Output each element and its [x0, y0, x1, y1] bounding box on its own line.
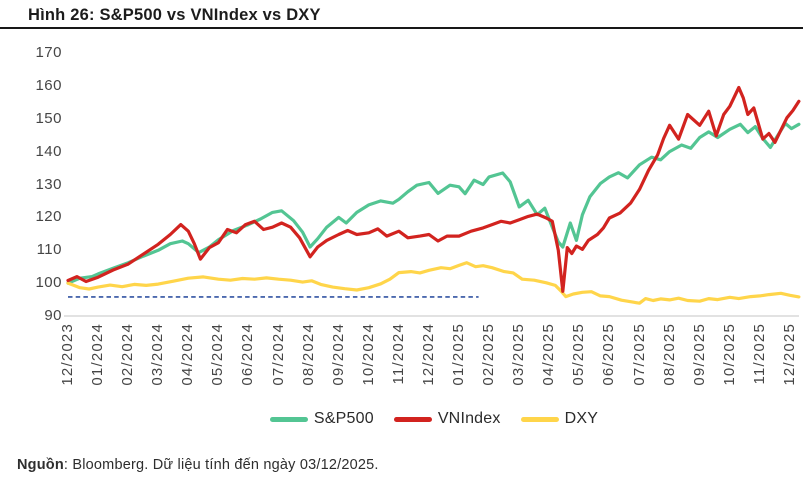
source-text: : Bloomberg. Dữ liệu tính đến ngày 03/12… — [63, 457, 379, 473]
x-axis-label: 08/2025 — [660, 323, 678, 386]
chart-title: Hình 26: S&P500 vs VNIndex vs DXY — [28, 6, 321, 24]
x-axis-label: 10/2025 — [720, 323, 738, 386]
x-axis-label: 02/2024 — [119, 323, 137, 386]
x-axis-label: 08/2024 — [299, 323, 317, 386]
sp500-line — [66, 121, 801, 285]
y-axis-label: 170 — [35, 44, 62, 61]
x-axis-label: 01/2025 — [450, 323, 468, 386]
x-axis-label: 03/2025 — [510, 323, 528, 386]
legend: S&P500 VNIndex DXY — [68, 410, 800, 428]
y-axis-label: 90 — [44, 307, 62, 324]
source-note: Nguồn: Bloomberg. Dữ liệu tính đến ngày … — [17, 457, 379, 473]
legend-label-sp500: S&P500 — [313, 410, 374, 427]
y-axis-label: 160 — [35, 76, 62, 94]
y-axis-label: 130 — [35, 175, 62, 193]
vnindex-line — [66, 85, 801, 293]
x-axis-label: 04/2024 — [179, 323, 197, 386]
y-axis-label: 140 — [35, 142, 62, 160]
x-axis-label: 05/2025 — [570, 323, 588, 386]
x-axis-label: 06/2025 — [600, 323, 618, 386]
x-axis-label: 11/2024 — [389, 323, 407, 385]
y-axis-label: 150 — [35, 109, 62, 127]
title-divider — [0, 27, 803, 29]
x-axis-label: 07/2025 — [630, 323, 648, 386]
x-axis-label: 10/2024 — [359, 323, 377, 386]
legend-item-sp500: S&P500 — [269, 410, 374, 428]
x-axis-label: 12/2025 — [780, 323, 798, 386]
legend-item-vnindex: VNIndex — [393, 410, 501, 428]
x-axis-label: 07/2024 — [269, 323, 287, 386]
sp500-swatch — [269, 416, 308, 422]
vnindex-swatch — [393, 416, 432, 422]
source-label: Nguồn — [17, 457, 64, 473]
x-axis-label: 03/2024 — [149, 323, 167, 386]
legend-label-dxy: DXY — [564, 410, 599, 427]
x-axis-label: 09/2024 — [329, 323, 347, 386]
y-axis-label: 100 — [35, 274, 62, 292]
x-axis-label: 11/2025 — [750, 323, 768, 385]
y-axis-label: 110 — [36, 241, 62, 259]
x-axis-label: 09/2025 — [690, 323, 708, 386]
x-axis-label: 01/2024 — [89, 323, 107, 386]
x-axis-label: 12/2023 — [59, 323, 76, 386]
x-axis-label: 06/2024 — [239, 323, 257, 386]
dxy-swatch — [520, 416, 559, 422]
x-axis-label: 02/2025 — [480, 323, 498, 386]
legend-item-dxy: DXY — [520, 410, 599, 428]
legend-label-vnindex: VNIndex — [437, 410, 501, 427]
x-axis-label: 04/2025 — [540, 323, 558, 386]
x-axis-label: 05/2024 — [209, 323, 227, 386]
dxy-line — [66, 261, 801, 305]
x-axis-label: 12/2024 — [419, 323, 437, 386]
y-axis-label: 120 — [35, 208, 62, 226]
